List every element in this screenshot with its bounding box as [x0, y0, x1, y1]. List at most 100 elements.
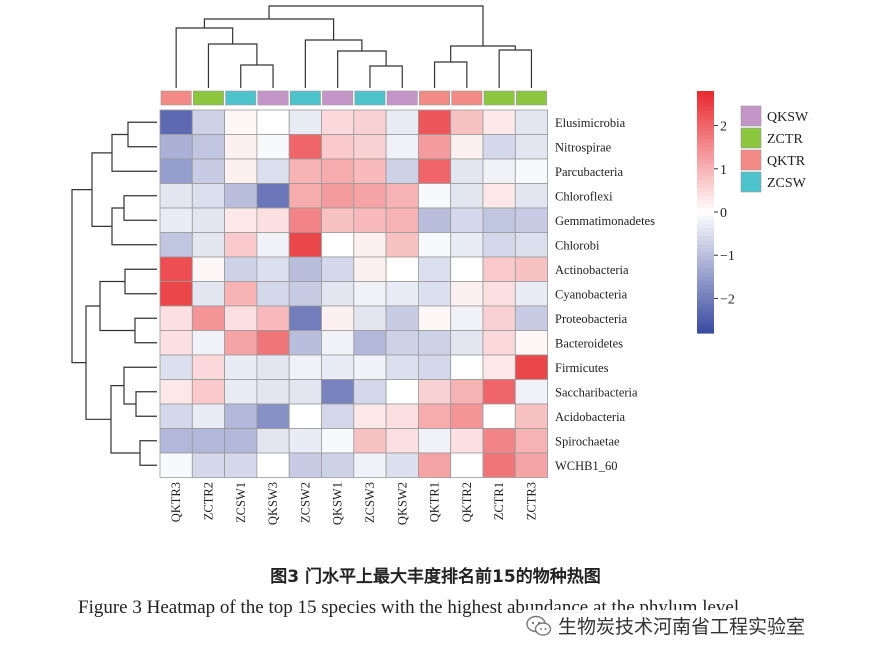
colorbar-segment — [697, 115, 714, 120]
heatmap-cell — [256, 256, 290, 282]
group-strip-cell — [289, 90, 321, 106]
heatmap-cell — [256, 452, 290, 478]
colorbar-segment — [697, 131, 714, 136]
heatmap-cell — [224, 428, 258, 454]
heatmap-cell — [450, 281, 484, 307]
colorbar-segment — [697, 119, 714, 124]
colorbar-segment — [697, 268, 714, 274]
heatmap-cell — [191, 207, 226, 233]
heatmap-cell — [450, 207, 484, 233]
heatmap-cell — [385, 403, 419, 429]
heatmap-cell — [385, 158, 419, 184]
colorbar-segment — [697, 91, 714, 96]
colorbar-tick-label: 2 — [720, 120, 727, 135]
heatmap-cell — [514, 183, 548, 209]
colorbar-segment — [697, 203, 714, 209]
row-dendrogram-link — [99, 280, 135, 332]
heatmap-cell — [288, 158, 322, 184]
heatmap-cell — [321, 354, 355, 380]
heatmap-cell — [256, 232, 290, 258]
heatmap-cell — [256, 330, 290, 356]
heatmap-cell — [417, 354, 452, 380]
heatmap-cell — [159, 232, 193, 258]
colorbar-segment — [697, 171, 714, 177]
colorbar-segment — [697, 212, 714, 217]
heatmap-cell — [321, 379, 355, 405]
colorbar-segment — [697, 292, 714, 298]
heatmap-cell — [321, 305, 355, 331]
heatmap-cell — [224, 305, 258, 331]
heatmap-cell — [514, 403, 548, 429]
colorbar-segment — [697, 195, 714, 201]
heatmap-cell — [353, 158, 387, 184]
heatmap-cell — [417, 158, 452, 184]
row-dendrogram-link — [139, 440, 157, 466]
heatmap-cell — [353, 305, 387, 331]
colorbar-segment — [697, 111, 714, 116]
colorbar-segment — [697, 256, 714, 261]
heatmap-cell — [482, 109, 516, 135]
row-label: Cyanobacteria — [555, 287, 628, 301]
group-strip-cell — [225, 90, 257, 106]
heatmap-cell — [256, 379, 290, 405]
heatmap-cell — [224, 281, 258, 307]
heatmap-cell — [514, 158, 548, 184]
heatmap-cell — [224, 232, 258, 258]
heatmap-cell — [159, 403, 193, 429]
column-dendrogram-link — [268, 5, 484, 46]
colorbar-segment — [697, 236, 714, 241]
colorbar-segment — [697, 179, 714, 185]
column-dendrogram-link — [240, 64, 274, 88]
group-strip-cell — [515, 90, 547, 106]
heatmap-cell — [224, 354, 258, 380]
heatmap-cell — [450, 183, 484, 209]
heatmap-cell — [353, 232, 387, 258]
caption-chinese: 图3 门水平上最大丰度排名前15的物种热图 — [270, 567, 601, 587]
heatmap-cell — [482, 403, 516, 429]
colorbar-segment — [697, 151, 714, 157]
heatmap-cell — [321, 158, 355, 184]
column-label: ZCTR3 — [524, 482, 538, 520]
heatmap-cell — [256, 207, 290, 233]
group-strip-cell — [419, 90, 450, 106]
colorbar-segment — [697, 328, 714, 334]
colorbar-segment — [697, 288, 714, 294]
heatmap-cell — [353, 428, 387, 454]
column-label: QKTR1 — [428, 482, 442, 522]
colorbar-segment — [697, 99, 714, 104]
colorbar-segment — [697, 284, 714, 290]
heatmap-cell — [482, 305, 516, 331]
heatmap-cell — [353, 256, 387, 282]
legend-label: QKTR — [767, 154, 806, 169]
row-label: Nitrospirae — [555, 140, 612, 154]
heatmap-cell — [288, 183, 322, 209]
heatmap-cell — [159, 452, 193, 478]
heatmap-cell — [256, 158, 290, 184]
heatmap-cell — [417, 330, 452, 356]
colorbar-segment — [697, 107, 714, 112]
heatmap-cell — [482, 281, 516, 307]
heatmap-cell — [353, 183, 387, 209]
colorbar-segment — [697, 260, 714, 266]
heatmap-cell — [353, 452, 387, 478]
colorbar-segment — [697, 95, 714, 100]
heatmap-cell — [450, 232, 484, 258]
colorbar-segment — [697, 304, 714, 310]
heatmap-cell — [417, 379, 452, 405]
heatmap-cell — [159, 305, 193, 331]
heatmap-cell — [353, 281, 387, 307]
heatmap-cell — [159, 256, 193, 282]
heatmap-cell — [288, 232, 322, 258]
heatmap-cell — [482, 158, 516, 184]
colorbar-segment — [697, 248, 714, 253]
heatmap-cell — [514, 379, 548, 405]
heatmap-cell — [288, 354, 322, 380]
heatmap-cell — [191, 428, 226, 454]
group-strip-cell — [354, 90, 386, 106]
heatmap-cell — [482, 134, 516, 160]
legend-swatch — [740, 105, 762, 127]
heatmap-cell — [159, 354, 193, 380]
colorbar-tick-label: 1 — [720, 163, 727, 178]
heatmap-cell — [353, 403, 387, 429]
heatmap-cell — [321, 428, 355, 454]
